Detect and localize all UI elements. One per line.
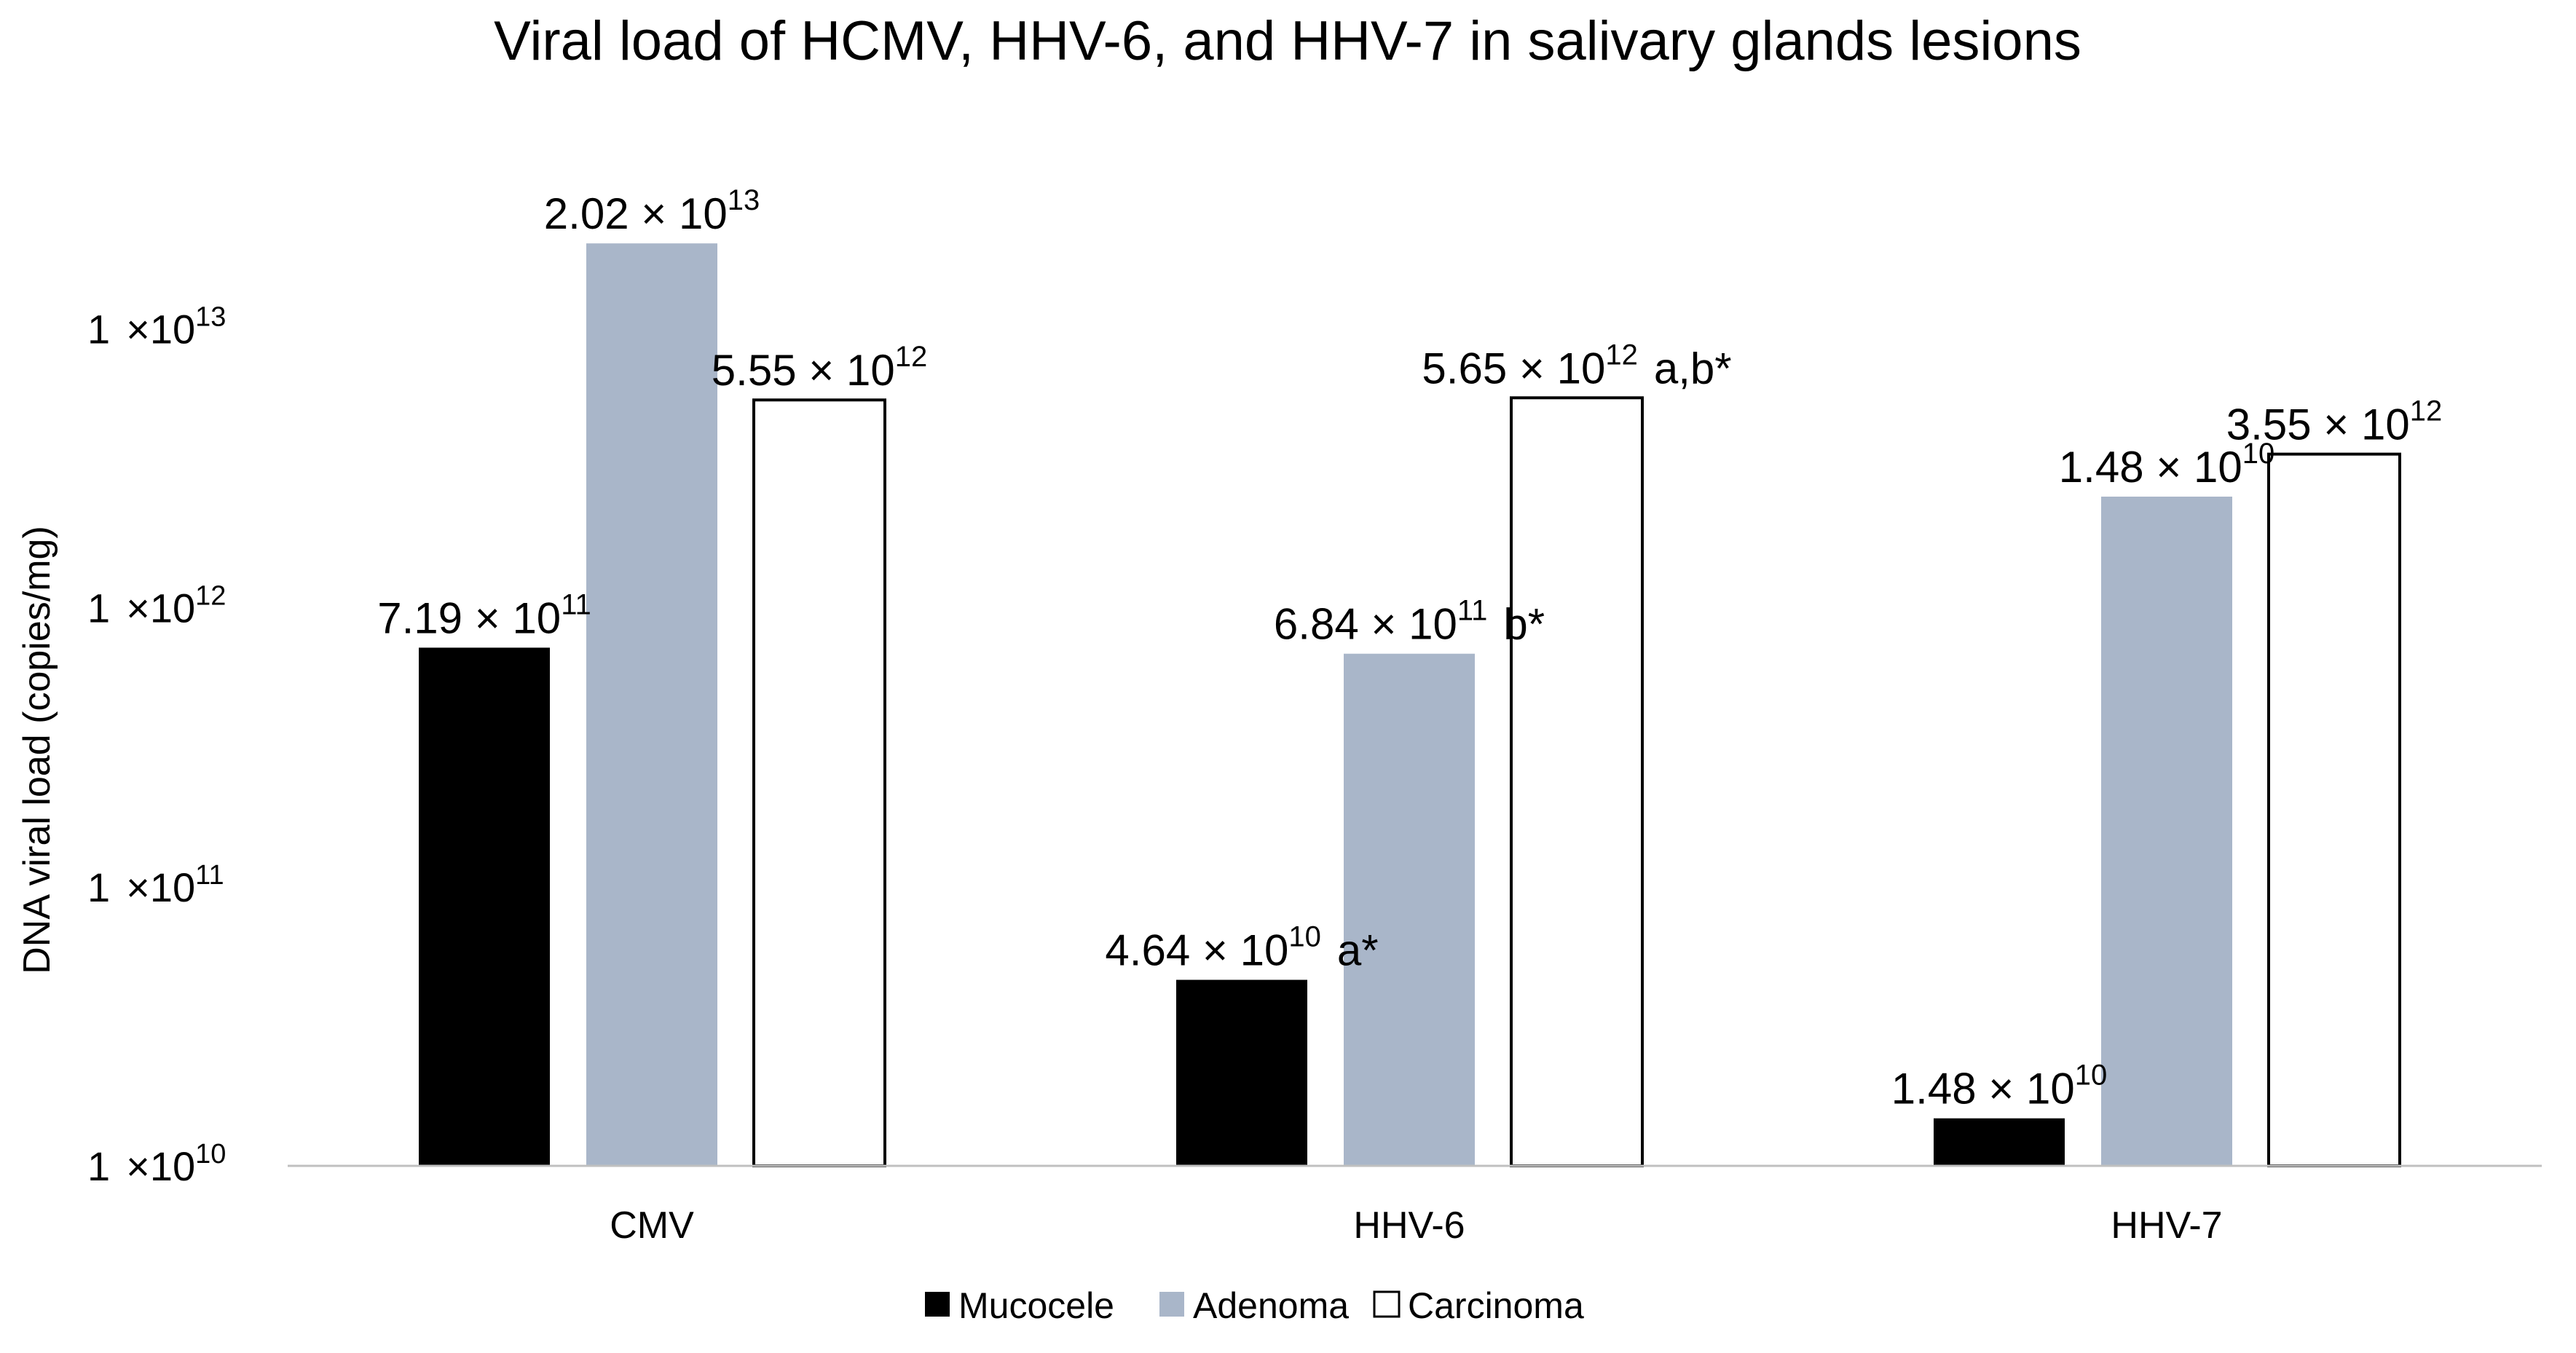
legend-label-mucocele: Mucocele — [958, 1285, 1114, 1326]
bar-adenoma-hhv-6 — [1344, 653, 1475, 1166]
y-tick-exponent: 12 — [195, 581, 226, 612]
bar-value-label: 5.55 × 1012 — [712, 341, 927, 395]
y-tick-label-2: 1 ×1012 — [87, 581, 226, 631]
y-tick-times: × — [126, 306, 150, 352]
y-tick-mantissa: 1 — [87, 864, 110, 910]
y-tick-exponent: 11 — [195, 860, 224, 891]
bar-value-label: 3.55 × 1012 — [2226, 395, 2442, 449]
bar-value-label: 5.65 × 1012 a,b* — [1422, 339, 1731, 393]
y-tick-base: 10 — [150, 306, 195, 352]
chart-title: Viral load of HCMV, HHV-6, and HHV-7 in … — [494, 10, 2081, 72]
y-tick-exponent: 13 — [195, 301, 226, 332]
x-axis-ticks: CMV HHV-6 HHV-7 — [610, 1204, 2222, 1247]
bar-value-label: 7.19 × 1011 — [377, 588, 591, 642]
bar-carcinoma-hhv-7 — [2267, 452, 2401, 1167]
x-tick-label-hhv-6: HHV-6 — [1353, 1204, 1465, 1247]
bar-mucocele-hhv-6 — [1176, 979, 1307, 1166]
y-tick-base: 10 — [150, 864, 195, 910]
bar-carcinoma-hhv-6 — [1510, 396, 1644, 1167]
bars — [419, 243, 2401, 1167]
y-tick-mantissa: 1 — [87, 1143, 110, 1189]
y-tick-times: × — [126, 1143, 150, 1189]
y-tick-exponent: 10 — [195, 1139, 226, 1169]
legend-label-carcinoma: Carcinoma — [1408, 1285, 1584, 1326]
y-tick-mantissa: 1 — [87, 306, 110, 352]
legend-swatch-adenoma — [1159, 1292, 1184, 1317]
y-tick-label-3: 1 ×1013 — [87, 301, 226, 352]
bar-value-label: 1.48 × 1010 — [2059, 438, 2274, 492]
y-tick-mantissa: 1 — [87, 585, 110, 631]
y-tick-label-0: 1 ×1010 — [87, 1139, 226, 1189]
x-tick-label-hhv-7: HHV-7 — [2111, 1204, 2222, 1247]
bar-value-label: 2.02 × 1013 — [544, 184, 760, 238]
bar-adenoma-cmv — [586, 243, 717, 1166]
y-tick-times: × — [126, 585, 150, 631]
y-tick-base: 10 — [150, 1143, 195, 1189]
y-tick-base: 10 — [150, 585, 195, 631]
y-axis-title: DNA viral load (copies/mg) — [16, 526, 58, 974]
legend-swatch-mucocele — [925, 1292, 950, 1317]
bar-value-label: 4.64 × 1010 a* — [1105, 921, 1378, 975]
y-tick-times: × — [126, 864, 150, 910]
x-tick-label-cmv: CMV — [610, 1204, 694, 1247]
legend-swatch-carcinoma — [1373, 1290, 1401, 1318]
legend: Mucocele Adenoma Carcinoma — [925, 1285, 1584, 1326]
bar-value-label: 6.84 × 1011 b* — [1274, 595, 1545, 649]
bar-adenoma-hhv-7 — [2101, 496, 2232, 1166]
legend-label-adenoma: Adenoma — [1193, 1285, 1349, 1326]
bar-mucocele-hhv-7 — [1934, 1118, 2065, 1166]
bar-carcinoma-cmv — [752, 398, 886, 1167]
bar-mucocele-cmv — [419, 647, 550, 1166]
bar-value-labels: 7.19 × 1011 2.02 × 1013 5.55 × 1012 4.64 × … — [377, 184, 2442, 1113]
bar-value-label: 1.48 × 1010 — [1891, 1060, 2107, 1113]
y-tick-label-1: 1 ×1011 — [87, 860, 224, 910]
